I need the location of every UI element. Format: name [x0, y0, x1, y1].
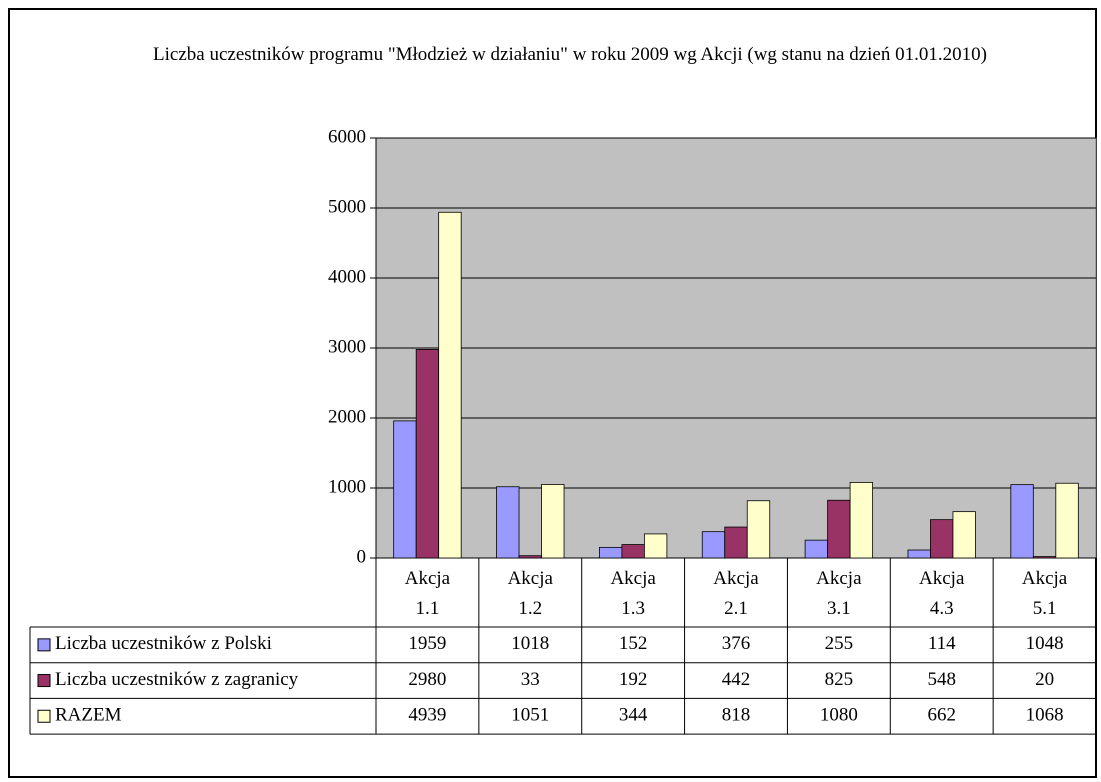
bar: [1010, 484, 1034, 559]
table-value: 114: [928, 633, 956, 654]
x-tick-label: Akcja 4.3: [919, 568, 965, 619]
legend-swatch: [37, 638, 51, 652]
bar: [415, 348, 440, 559]
table-value: 1051: [511, 705, 549, 726]
bar: [701, 531, 726, 559]
bar: [438, 211, 462, 559]
table-value: 255: [825, 633, 854, 654]
bar: [621, 544, 645, 559]
bar: [496, 486, 520, 559]
table-value: 1068: [1026, 705, 1064, 726]
y-tick-label: 1000: [328, 476, 366, 497]
table-value: 825: [825, 669, 854, 690]
table-value: 33: [521, 669, 540, 690]
bar: [598, 546, 623, 559]
legend-label: Liczba uczestników z Polski: [55, 633, 272, 654]
table-value: 662: [927, 705, 956, 726]
y-tick-label: 5000: [328, 196, 366, 217]
table-value: 192: [619, 669, 648, 690]
table-value: 344: [619, 705, 648, 726]
table-value: 1018: [511, 633, 549, 654]
bar: [1032, 556, 1057, 559]
x-tick-label: Akcja 1.3: [610, 568, 656, 619]
table-value: 2980: [408, 669, 446, 690]
y-tick-label: 2000: [328, 406, 366, 427]
x-tick-label: Akcja 3.1: [816, 568, 862, 619]
y-tick-label: 3000: [328, 336, 366, 357]
table-value: 1959: [408, 633, 446, 654]
bar: [746, 500, 771, 559]
legend-swatch: [37, 674, 51, 688]
legend-swatch: [37, 709, 51, 723]
bar: [804, 539, 829, 559]
bar: [827, 499, 851, 559]
table-value: 818: [722, 705, 751, 726]
bar: [1055, 482, 1079, 559]
bar: [541, 484, 565, 559]
x-tick-label: Akcja 1.2: [507, 568, 553, 619]
y-tick-label: 0: [357, 546, 367, 567]
table-value: 548: [927, 669, 956, 690]
bar: [393, 420, 417, 559]
table-value: 4939: [408, 705, 446, 726]
x-tick-label: Akcja 2.1: [713, 568, 759, 619]
bar: [518, 555, 542, 559]
bar: [724, 526, 748, 559]
bar: [643, 533, 668, 559]
table-value: 1080: [820, 705, 858, 726]
table-value: 442: [722, 669, 751, 690]
y-tick-label: 4000: [328, 266, 366, 287]
table-value: 376: [722, 633, 751, 654]
bar: [930, 519, 954, 559]
chart-title: Liczba uczestników programu "Młodzież w …: [153, 44, 987, 65]
bar: [849, 481, 874, 559]
bar: [907, 549, 931, 559]
legend-label: Liczba uczestników z zagranicy: [55, 669, 299, 690]
table-value: 1048: [1026, 633, 1064, 654]
y-tick-label: 6000: [328, 126, 366, 147]
table-value: 152: [619, 633, 648, 654]
table-value: 20: [1035, 669, 1054, 690]
bar: [952, 511, 976, 559]
x-tick-label: Akcja 1.1: [404, 568, 451, 619]
x-tick-label: Akcja 5.1: [1021, 568, 1068, 619]
legend-label: RAZEM: [55, 705, 122, 726]
